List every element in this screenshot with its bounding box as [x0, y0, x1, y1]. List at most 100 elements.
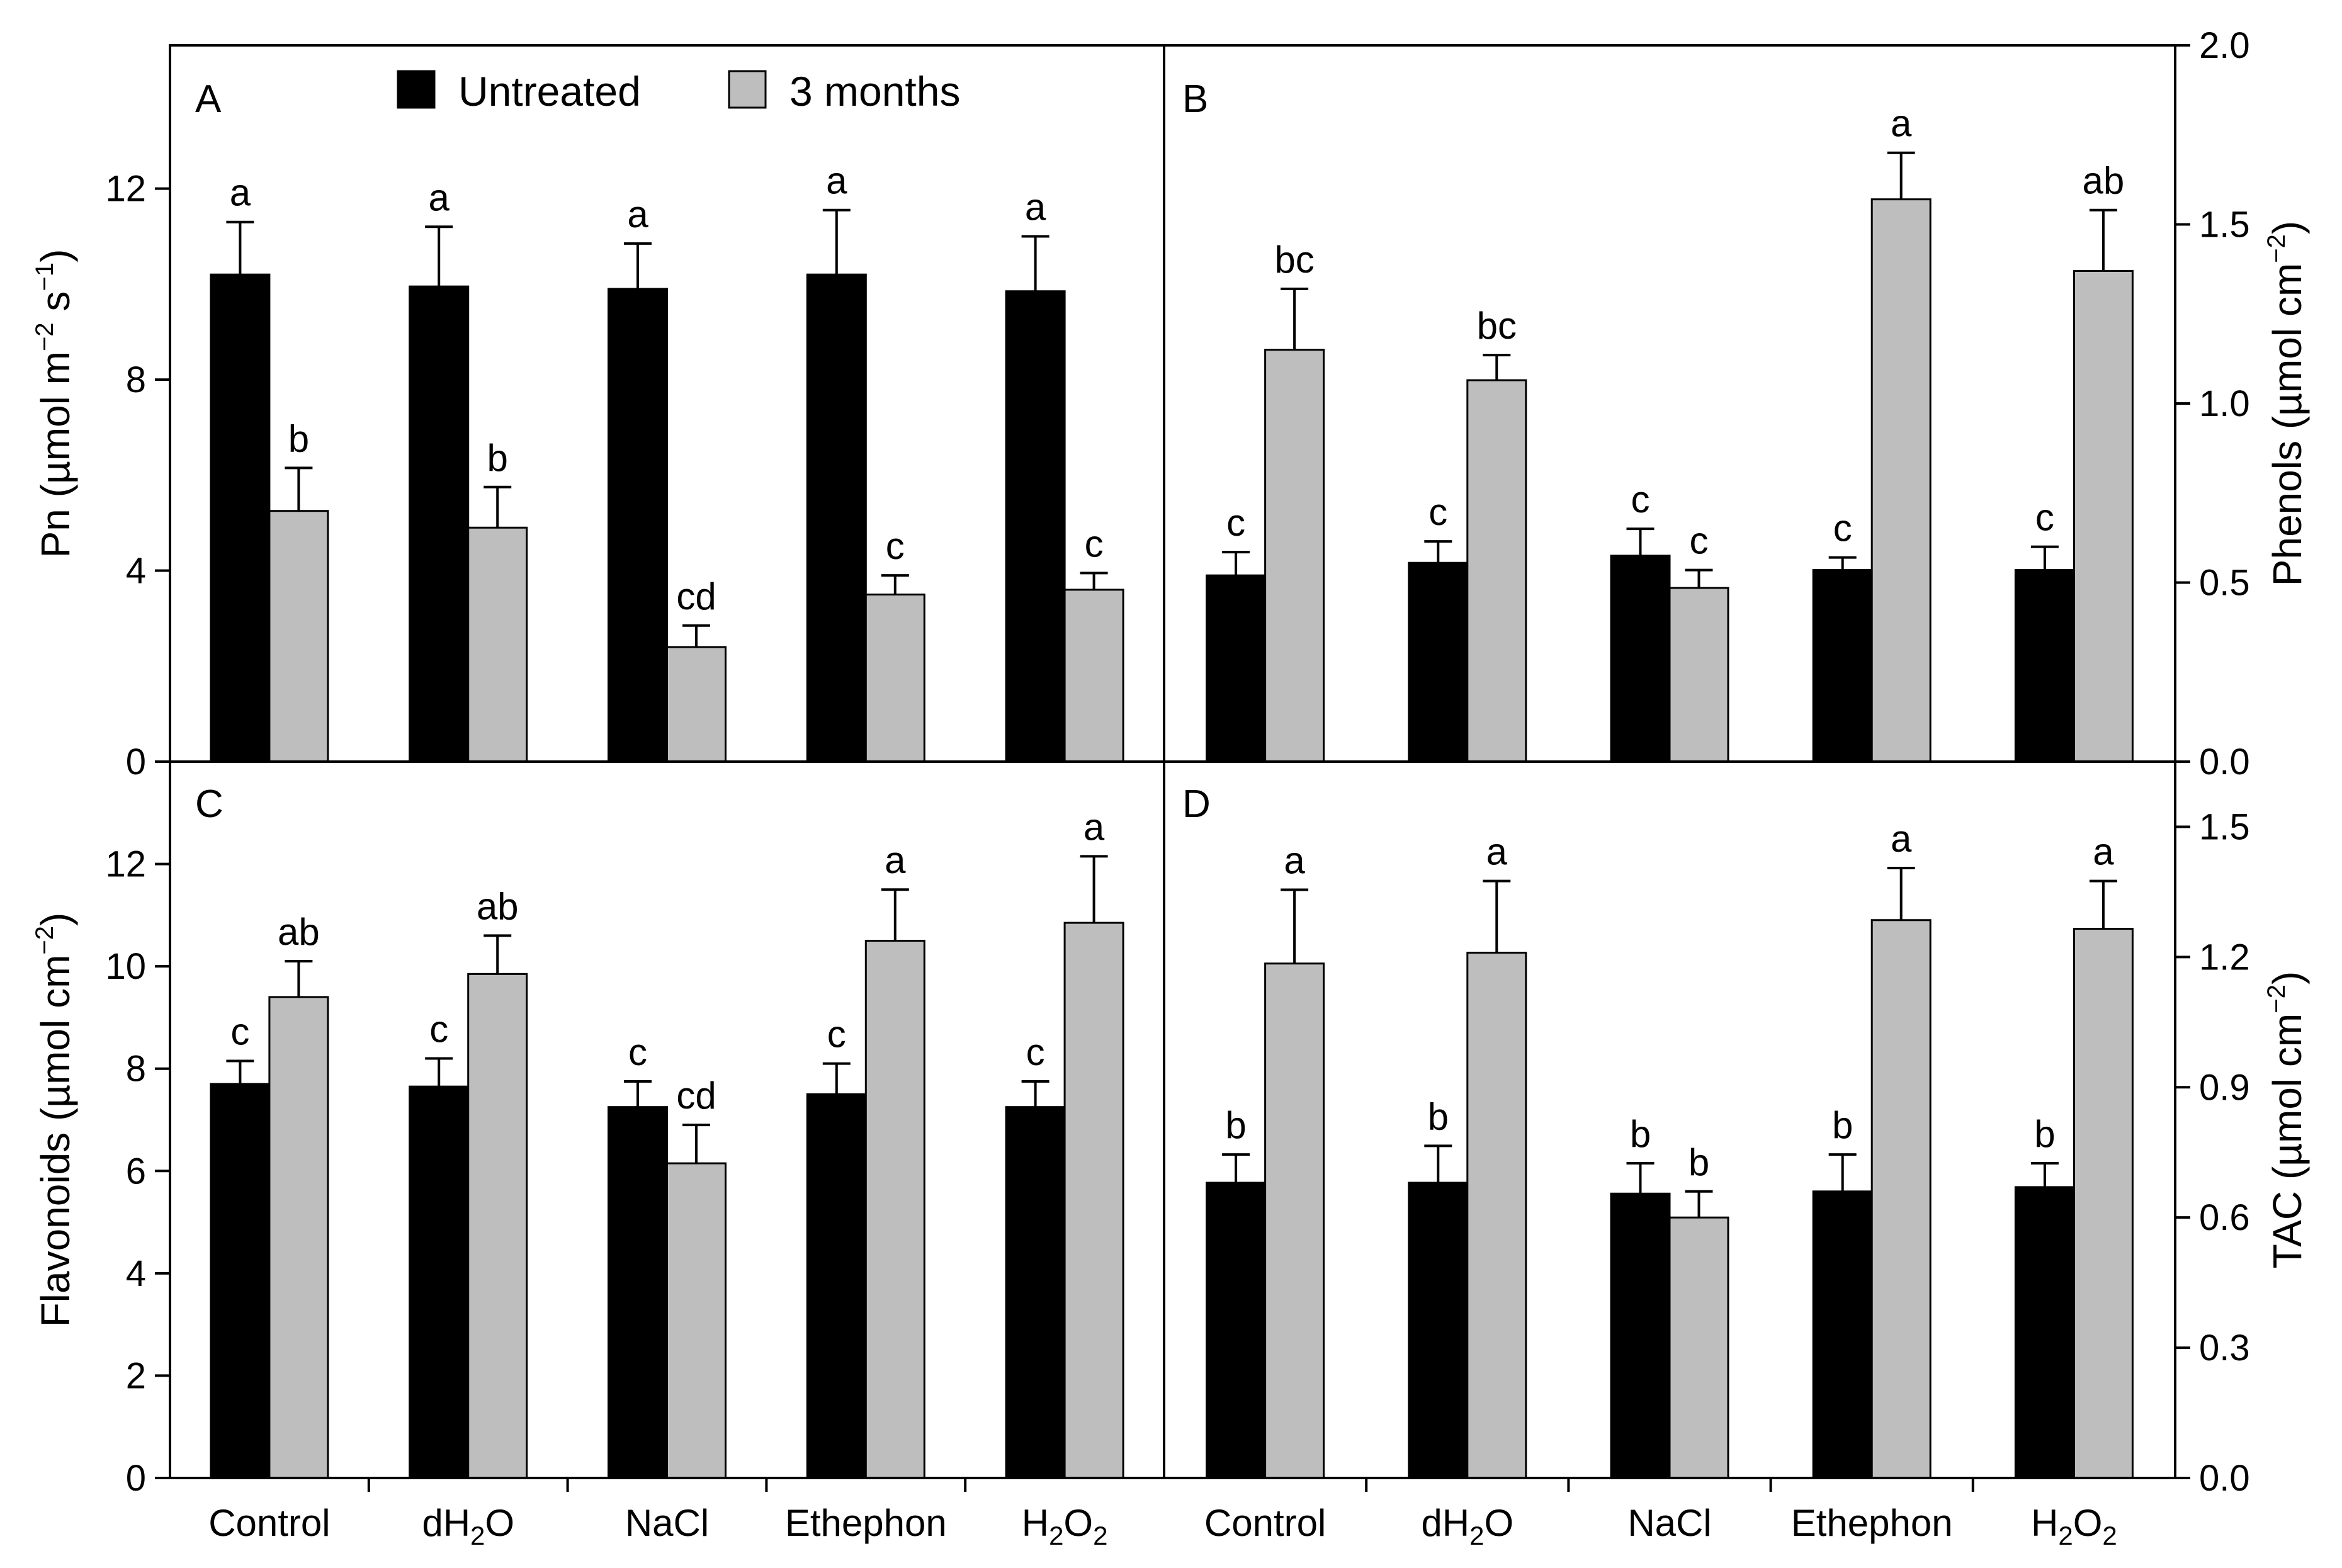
bar-3-months [864, 593, 925, 763]
significance-letter: c [628, 1031, 647, 1073]
y-tick-label: 1.5 [2199, 205, 2250, 245]
legend-label-3-months: 3 months [789, 68, 960, 115]
y-tick-label: 1.0 [2199, 383, 2250, 424]
panel-letter-d: D [1182, 782, 1211, 826]
bar-3-months [268, 510, 329, 763]
y-axis-title: Pn (µmol m−2 s−1) [31, 249, 78, 558]
significance-letter: b [487, 437, 508, 479]
significance-letter: b [1630, 1113, 1651, 1155]
significance-letter: bc [1274, 239, 1314, 281]
y-axis-title: Flavonoids (µmol cm−2) [31, 913, 78, 1328]
significance-letter: c [1690, 520, 1709, 562]
significance-letter: bc [1477, 305, 1517, 347]
significance-letter: b [288, 417, 309, 460]
bar-untreated [210, 1083, 271, 1479]
panel-letter-a: A [195, 77, 222, 121]
panel-letter-b: B [1182, 77, 1208, 121]
significance-letter: b [1832, 1104, 1853, 1146]
legend-label-untreated: Untreated [458, 68, 641, 115]
bar-3-months [2073, 269, 2134, 763]
bar-untreated [1812, 1190, 1873, 1479]
bar-3-months [1668, 1216, 1729, 1479]
y-tick-label: 0.5 [2199, 563, 2250, 604]
y-tick-label: 0 [126, 1458, 146, 1499]
significance-letter: b [1689, 1141, 1709, 1183]
x-category-label: NaCl [625, 1502, 709, 1544]
significance-letter: ab [2083, 160, 2125, 202]
y-tick-label: 0 [126, 742, 146, 782]
bar-untreated [608, 1106, 668, 1479]
bar-3-months [467, 526, 528, 763]
legend: Untreated 3 months [397, 68, 960, 115]
bar-untreated [806, 1093, 867, 1479]
bar-untreated [2014, 569, 2075, 763]
bar-untreated [608, 288, 668, 763]
significance-letter: a [2093, 831, 2114, 873]
y-axis-title: TAC (µmol cm−2) [2263, 971, 2310, 1268]
bar-3-months [666, 1162, 727, 1479]
bar-untreated [1408, 1182, 1469, 1479]
x-category-label: dH2O [1421, 1502, 1513, 1550]
significance-letter: a [1025, 186, 1046, 228]
significance-letter: a [1083, 806, 1105, 848]
significance-letter: a [1891, 818, 1912, 860]
panel-c: 0 2 4 6 8 10 12 Control dH2O NaCl Ethephon H2O2 Flav… [31, 806, 1124, 1550]
bar-untreated [806, 273, 867, 763]
bar-untreated [1610, 1192, 1671, 1479]
y-tick-label: 0.0 [2199, 742, 2250, 782]
y-axis-title: Phenols (µmol cm−2) [2263, 221, 2310, 586]
bar-untreated [1206, 1182, 1267, 1479]
significance-letter: c [230, 1011, 249, 1053]
y-tick-label: 2.0 [2199, 25, 2250, 66]
significance-letter: c [429, 1008, 448, 1050]
y-tick-label: 0.0 [2199, 1458, 2250, 1499]
y-tick-label: 0.6 [2199, 1197, 2250, 1238]
significance-letter: a [429, 176, 450, 218]
y-tick-label: 0.9 [2199, 1067, 2250, 1108]
significance-letter: c [1631, 478, 1650, 521]
bar-untreated [1408, 561, 1469, 763]
y-tick-label: 4 [126, 551, 146, 592]
significance-letter: b [1225, 1104, 1246, 1146]
significance-letter: a [1284, 839, 1305, 881]
significance-letter: c [1085, 522, 1104, 565]
significance-letter: c [886, 525, 905, 567]
bar-3-months [1870, 919, 1932, 1479]
bar-3-months [1063, 589, 1124, 763]
bar-untreated [2014, 1186, 2075, 1479]
bar-untreated [1206, 574, 1267, 763]
bar-3-months [1668, 587, 1729, 763]
significance-letter: ab [477, 885, 519, 927]
y-tick-label: 8 [126, 359, 146, 400]
y-tick-label: 10 [105, 946, 146, 987]
significance-letter: cd [676, 1074, 716, 1117]
bar-3-months [1466, 951, 1527, 1479]
legend-swatch-untreated [397, 70, 436, 109]
y-tick-label: 6 [126, 1151, 146, 1192]
significance-letter: c [827, 1013, 846, 1056]
bar-untreated [1005, 1106, 1066, 1479]
x-category-label: H2O2 [2031, 1502, 2117, 1550]
bar-3-months [1264, 962, 1325, 1479]
bar-untreated [1812, 569, 1873, 763]
significance-letter: cd [676, 575, 716, 618]
bar-untreated [1005, 290, 1066, 763]
significance-letter: c [1428, 491, 1447, 533]
significance-letter: b [1428, 1095, 1449, 1137]
legend-swatch-3-months [728, 70, 767, 109]
x-category-label: Ethephon [1791, 1502, 1953, 1544]
x-category-label: H2O2 [1022, 1502, 1108, 1550]
y-tick-label: 12 [105, 844, 146, 885]
bar-3-months [864, 940, 925, 1479]
bar-untreated [409, 1085, 470, 1479]
significance-letter: c [1226, 502, 1245, 544]
y-tick-label: 1.2 [2199, 937, 2250, 978]
y-tick-label: 4 [126, 1253, 146, 1294]
bar-3-months [1466, 379, 1527, 763]
panel-letter-c: C [195, 782, 223, 826]
bar-3-months [2073, 928, 2134, 1479]
significance-letter: c [1833, 507, 1852, 550]
